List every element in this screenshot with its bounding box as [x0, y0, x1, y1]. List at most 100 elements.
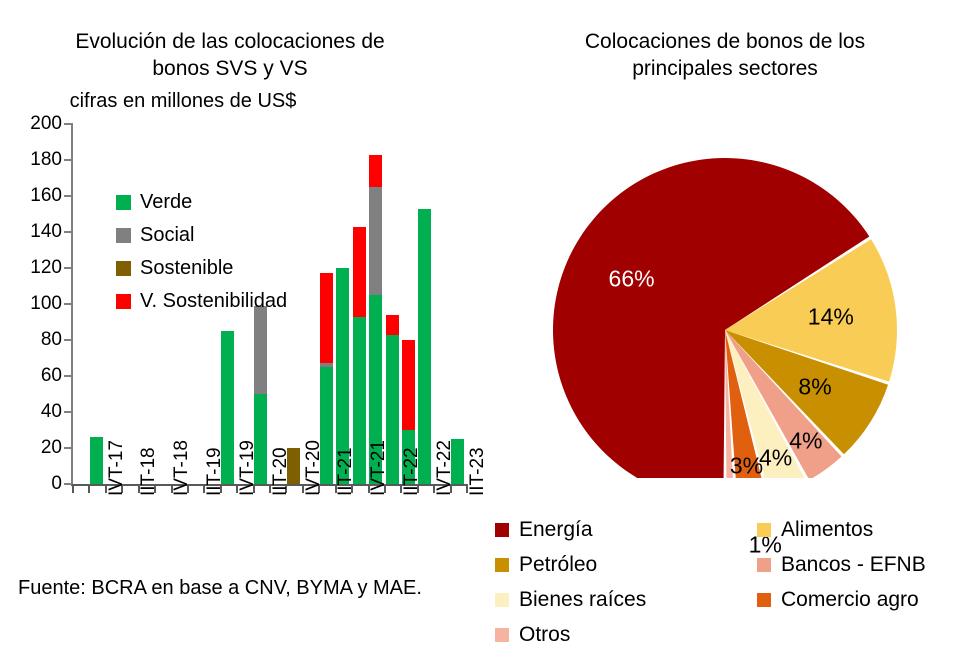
- legend-swatch-icon: [495, 592, 509, 607]
- bar: [254, 124, 268, 484]
- bar-segment-vsost: [402, 340, 416, 430]
- bar-legend-item: V. Sostenibilidad: [116, 285, 287, 318]
- y-axis-label: 20: [40, 437, 62, 458]
- pie-legend-item: Bancos - EFNB: [757, 547, 960, 582]
- y-axis-tick: [64, 483, 73, 485]
- legend-swatch-icon: [495, 557, 509, 572]
- bar: [402, 124, 416, 484]
- x-axis-tick: [121, 484, 124, 493]
- bar-legend-label: Verde: [140, 191, 193, 213]
- x-axis-category-label: IIT-19: [204, 447, 226, 496]
- y-axis-tick: [64, 447, 73, 449]
- bar-segment-verde: [254, 394, 268, 484]
- y-axis-label: 140: [30, 221, 62, 242]
- pie-slice-label: 66%: [608, 265, 655, 292]
- x-axis-tick: [367, 484, 370, 493]
- pie-slice: [725, 330, 889, 455]
- y-axis-tick: [64, 303, 73, 305]
- pie-legend-item: Otros: [495, 617, 757, 651]
- x-axis-category-label: IVT-19: [236, 440, 258, 496]
- bar-segment-social: [369, 187, 383, 295]
- pie-graphic: 66% 14% 8% 4% 4% 3% 1%: [550, 118, 900, 558]
- pie-legend-label: Comercio agro: [781, 587, 919, 611]
- bar-segment-verde: [221, 331, 235, 484]
- legend-swatch-icon: [495, 522, 509, 537]
- x-axis-tick: [154, 484, 157, 493]
- x-axis-tick: [252, 484, 255, 493]
- pie-legend-spacer: [757, 617, 960, 651]
- x-axis-category-label: IIT-18: [138, 447, 160, 496]
- bar-segment-vsost: [352, 226, 366, 317]
- y-axis-label: 180: [30, 149, 62, 170]
- legend-swatch-icon: [757, 522, 771, 537]
- x-axis-tick: [334, 484, 337, 493]
- legend-swatch-icon: [116, 228, 131, 243]
- pie-chart-legend: Energía Alimentos Petróleo Bancos - EFNB Bie…: [495, 512, 960, 651]
- pie-slice: [553, 158, 870, 478]
- y-axis-label: 0: [51, 473, 62, 494]
- x-axis-tick: [186, 484, 189, 493]
- x-axis-tick: [72, 484, 74, 493]
- y-axis-tick: [64, 123, 73, 125]
- x-axis-category-label: IIT-22: [401, 447, 423, 496]
- x-axis-tick: [466, 484, 468, 493]
- source-note: Fuente: BCRA en base a CNV, BYMA y MAE.: [18, 577, 422, 599]
- y-axis-tick: [64, 267, 73, 269]
- bar-segment-verde: [336, 268, 350, 484]
- y-axis-line: [71, 124, 73, 486]
- legend-swatch-icon: [757, 592, 771, 607]
- bar-segment-verde: [418, 208, 432, 484]
- bar-legend-label: Sostenible: [140, 257, 234, 279]
- pie-legend-item: Alimentos: [757, 512, 960, 547]
- y-axis-tick: [64, 411, 73, 413]
- bar-segment-social: [254, 305, 268, 394]
- pie-legend-label: Otros: [519, 622, 571, 646]
- bar: [369, 124, 383, 484]
- bar-segment-verde: [319, 367, 333, 484]
- legend-swatch-icon: [116, 294, 131, 309]
- pie-slice-label: 14%: [807, 303, 854, 330]
- pie-slice: [725, 239, 897, 382]
- x-axis-tick: [449, 484, 452, 493]
- y-axis-tick: [64, 195, 73, 197]
- bar-segment-vsost: [369, 154, 383, 187]
- y-axis-tick: [64, 159, 73, 161]
- x-axis-tick: [400, 484, 403, 493]
- bar-chart-subtitle: cifras en millones de US$: [69, 90, 297, 112]
- bar: [352, 124, 366, 484]
- y-axis-label: 40: [40, 401, 62, 422]
- pie-legend-label: Bancos - EFNB: [781, 552, 926, 576]
- pie-slice-label: 4%: [789, 427, 823, 454]
- pie-legend-item: Petróleo: [495, 547, 757, 582]
- bar: [418, 124, 432, 484]
- y-axis-tick: [64, 375, 73, 377]
- pie-slice-label: 4%: [759, 444, 793, 471]
- pie-svg: [553, 158, 897, 478]
- bar-legend-item: Sostenible: [116, 252, 287, 285]
- pie-slice: [725, 330, 842, 478]
- bar-legend-label: V. Sostenibilidad: [140, 290, 288, 312]
- y-axis-tick: [64, 339, 73, 341]
- x-axis-category-label: IIT-20: [269, 447, 291, 496]
- x-axis-tick: [137, 484, 140, 493]
- bar: [451, 124, 465, 484]
- pie-legend-item: Bienes raíces: [495, 582, 757, 617]
- bar-chart-panel: Evolución de las colocaciones de bonos S…: [18, 30, 488, 599]
- y-axis-label: 60: [40, 365, 62, 386]
- bar-segment-sostenible: [287, 448, 301, 484]
- bar-chart-legend: Verde Social Sostenible V. Sostenibilidad: [116, 186, 287, 318]
- bar-segment-verde: [90, 437, 104, 484]
- y-axis-label: 100: [30, 293, 62, 314]
- bar-segment-verde: [402, 430, 416, 484]
- pie-slice-label: 8%: [798, 373, 832, 400]
- x-axis-tick: [203, 484, 206, 493]
- x-axis-tick: [88, 484, 91, 493]
- bar: [336, 124, 350, 484]
- pie-chart-panel: Colocaciones de bonos de los principales…: [490, 0, 960, 651]
- x-axis-tick: [383, 484, 386, 493]
- bar: [287, 124, 301, 484]
- bar-segment-verde: [385, 334, 399, 484]
- y-axis-label: 120: [30, 257, 62, 278]
- bar-legend-label: Social: [140, 224, 195, 246]
- pie-legend-label: Bienes raíces: [519, 587, 647, 611]
